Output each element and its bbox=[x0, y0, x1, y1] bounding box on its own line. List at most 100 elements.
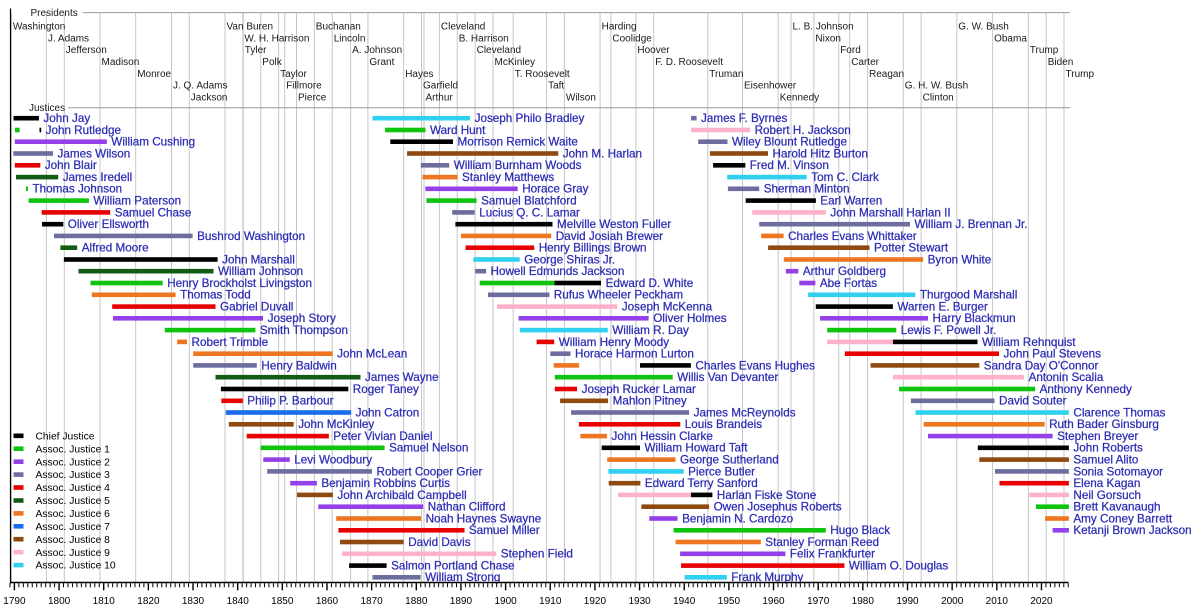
svg-text:Polk: Polk bbox=[262, 57, 282, 68]
svg-text:Stanley Matthews: Stanley Matthews bbox=[462, 171, 554, 184]
svg-text:Arthur: Arthur bbox=[426, 92, 454, 103]
svg-text:Joseph Rucker Lamar: Joseph Rucker Lamar bbox=[582, 383, 696, 396]
svg-text:William Paterson: William Paterson bbox=[93, 195, 181, 208]
svg-text:Philip P. Barbour: Philip P. Barbour bbox=[247, 395, 333, 408]
svg-text:Samuel Chase: Samuel Chase bbox=[115, 206, 192, 219]
svg-text:Charles Evans Whittaker: Charles Evans Whittaker bbox=[788, 230, 917, 243]
svg-text:Assoc. Justice 3: Assoc. Justice 3 bbox=[36, 470, 111, 481]
svg-text:Jackson: Jackson bbox=[191, 92, 228, 103]
svg-text:Van Buren: Van Buren bbox=[227, 22, 274, 33]
svg-text:William O. Douglas: William O. Douglas bbox=[849, 560, 949, 573]
svg-text:John Hessin Clarke: John Hessin Clarke bbox=[612, 430, 713, 443]
svg-text:Reagan: Reagan bbox=[869, 69, 904, 80]
svg-text:L. B. Johnson: L. B. Johnson bbox=[793, 22, 854, 33]
svg-text:Gabriel Duvall: Gabriel Duvall bbox=[220, 301, 293, 314]
svg-text:Benjamin Robbins Curtis: Benjamin Robbins Curtis bbox=[321, 477, 450, 490]
svg-text:William Burnham Woods: William Burnham Woods bbox=[454, 159, 582, 172]
svg-text:Hoover: Hoover bbox=[637, 45, 670, 56]
svg-text:Samuel Blatchford: Samuel Blatchford bbox=[481, 195, 576, 208]
svg-text:T. Roosevelt: T. Roosevelt bbox=[515, 69, 570, 80]
svg-text:1840: 1840 bbox=[227, 596, 250, 606]
svg-text:John M. Harlan: John M. Harlan bbox=[563, 147, 642, 160]
svg-text:Oliver Ellsworth: Oliver Ellsworth bbox=[68, 218, 149, 231]
svg-text:William R. Day: William R. Day bbox=[612, 324, 689, 337]
svg-text:W. H. Harrison: W. H. Harrison bbox=[244, 34, 309, 45]
svg-text:Roger Taney: Roger Taney bbox=[353, 383, 419, 396]
svg-text:Neil Gorsuch: Neil Gorsuch bbox=[1073, 489, 1141, 502]
svg-text:Garfield: Garfield bbox=[423, 81, 458, 92]
svg-text:1990: 1990 bbox=[896, 596, 919, 606]
svg-text:Lincoln: Lincoln bbox=[334, 34, 366, 45]
svg-text:1950: 1950 bbox=[718, 596, 741, 606]
svg-text:A. Johnson: A. Johnson bbox=[352, 45, 402, 56]
svg-text:Obama: Obama bbox=[994, 34, 1027, 45]
svg-text:Nixon: Nixon bbox=[815, 34, 841, 45]
svg-text:Peter Vivian Daniel: Peter Vivian Daniel bbox=[333, 430, 432, 443]
svg-text:Frank Murphy: Frank Murphy bbox=[731, 571, 803, 584]
svg-text:Clinton: Clinton bbox=[923, 92, 954, 103]
svg-text:Thurgood Marshall: Thurgood Marshall bbox=[920, 289, 1017, 302]
svg-text:George Sutherland: George Sutherland bbox=[680, 454, 779, 467]
svg-text:John Archibald Campbell: John Archibald Campbell bbox=[337, 489, 466, 502]
svg-text:Edward D. White: Edward D. White bbox=[606, 277, 694, 290]
svg-text:Fillmore: Fillmore bbox=[286, 81, 322, 92]
svg-text:1790: 1790 bbox=[3, 596, 26, 606]
svg-text:Stephen Breyer: Stephen Breyer bbox=[1057, 430, 1138, 443]
svg-text:James F. Byrnes: James F. Byrnes bbox=[701, 112, 788, 125]
svg-text:Byron White: Byron White bbox=[928, 253, 992, 266]
svg-text:Salmon Portland Chase: Salmon Portland Chase bbox=[391, 560, 514, 573]
svg-text:Rufus Wheeler Peckham: Rufus Wheeler Peckham bbox=[554, 289, 683, 302]
svg-text:John Paul Stevens: John Paul Stevens bbox=[1004, 348, 1102, 361]
svg-text:Harold Hitz Burton: Harold Hitz Burton bbox=[773, 147, 869, 160]
svg-text:Melville Weston Fuller: Melville Weston Fuller bbox=[557, 218, 671, 231]
svg-text:Presidents: Presidents bbox=[31, 8, 78, 19]
svg-text:1850: 1850 bbox=[271, 596, 294, 606]
svg-text:Mahlon Pitney: Mahlon Pitney bbox=[613, 395, 687, 408]
svg-text:Potter Stewart: Potter Stewart bbox=[874, 242, 949, 255]
svg-text:Samuel Alito: Samuel Alito bbox=[1073, 454, 1138, 467]
svg-text:Carter: Carter bbox=[851, 57, 879, 68]
svg-text:Samuel Miller: Samuel Miller bbox=[469, 524, 540, 537]
svg-text:Harry Blackmun: Harry Blackmun bbox=[933, 312, 1016, 325]
svg-text:Assoc. Justice 7: Assoc. Justice 7 bbox=[36, 522, 111, 533]
svg-text:Chief Justice: Chief Justice bbox=[36, 431, 95, 442]
svg-text:James Iredell: James Iredell bbox=[63, 171, 133, 184]
svg-text:Tyler: Tyler bbox=[245, 45, 267, 56]
svg-text:John Rutledge: John Rutledge bbox=[46, 124, 121, 137]
svg-text:1910: 1910 bbox=[539, 596, 562, 606]
svg-text:Trump: Trump bbox=[1030, 45, 1059, 56]
svg-text:Pierce Butler: Pierce Butler bbox=[688, 465, 755, 478]
svg-text:Assoc. Justice 9: Assoc. Justice 9 bbox=[36, 548, 111, 559]
svg-text:John Blair: John Blair bbox=[45, 159, 97, 172]
svg-text:1930: 1930 bbox=[628, 596, 651, 606]
svg-text:James Wilson: James Wilson bbox=[58, 147, 131, 160]
svg-text:Tom C. Clark: Tom C. Clark bbox=[811, 171, 879, 184]
svg-text:Noah Haynes Swayne: Noah Haynes Swayne bbox=[426, 512, 542, 525]
svg-text:2020: 2020 bbox=[1030, 596, 1053, 606]
svg-text:Owen Josephus Roberts: Owen Josephus Roberts bbox=[714, 501, 842, 514]
svg-text:Horace Gray: Horace Gray bbox=[522, 183, 588, 196]
svg-text:Truman: Truman bbox=[709, 69, 743, 80]
svg-text:1960: 1960 bbox=[762, 596, 785, 606]
svg-text:1980: 1980 bbox=[852, 596, 875, 606]
svg-text:Henry Billings Brown: Henry Billings Brown bbox=[539, 242, 647, 255]
svg-text:1970: 1970 bbox=[807, 596, 830, 606]
svg-text:Howell Edmunds Jackson: Howell Edmunds Jackson bbox=[491, 265, 625, 278]
svg-text:Robert Cooper Grier: Robert Cooper Grier bbox=[377, 465, 483, 478]
svg-text:Brett Kavanaugh: Brett Kavanaugh bbox=[1073, 501, 1160, 514]
svg-text:Grant: Grant bbox=[369, 57, 394, 68]
svg-text:1940: 1940 bbox=[673, 596, 696, 606]
svg-text:Justices: Justices bbox=[29, 103, 65, 114]
svg-text:Jefferson: Jefferson bbox=[66, 45, 107, 56]
svg-text:Samuel Nelson: Samuel Nelson bbox=[389, 442, 468, 455]
svg-text:William Henry Moody: William Henry Moody bbox=[559, 336, 670, 349]
svg-text:Earl Warren: Earl Warren bbox=[820, 195, 882, 208]
svg-text:Wiley Blount Rutledge: Wiley Blount Rutledge bbox=[732, 136, 847, 149]
svg-text:Fred M. Vinson: Fred M. Vinson bbox=[750, 159, 829, 172]
svg-text:William J. Brennan Jr.: William J. Brennan Jr. bbox=[915, 218, 1028, 231]
svg-text:G. W. Bush: G. W. Bush bbox=[958, 22, 1009, 33]
svg-text:Wilson: Wilson bbox=[566, 92, 596, 103]
svg-text:John McLean: John McLean bbox=[337, 348, 407, 361]
svg-text:Warren E. Burger: Warren E. Burger bbox=[897, 301, 988, 314]
svg-text:Louis Brandeis: Louis Brandeis bbox=[685, 418, 762, 431]
